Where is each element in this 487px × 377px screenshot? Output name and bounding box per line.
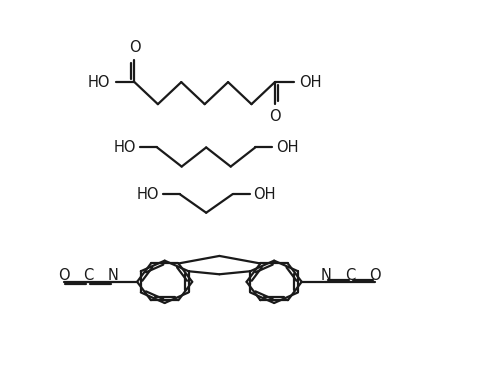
Text: O: O bbox=[129, 40, 140, 55]
Text: HO: HO bbox=[88, 75, 110, 90]
Text: C: C bbox=[83, 268, 93, 283]
Text: O: O bbox=[57, 268, 69, 283]
Text: OH: OH bbox=[253, 187, 276, 202]
Text: O: O bbox=[370, 268, 381, 283]
Text: N: N bbox=[107, 268, 118, 283]
Text: HO: HO bbox=[114, 140, 136, 155]
Text: O: O bbox=[269, 109, 281, 124]
Text: N: N bbox=[321, 268, 332, 283]
Text: HO: HO bbox=[136, 187, 159, 202]
Text: OH: OH bbox=[300, 75, 322, 90]
Text: OH: OH bbox=[276, 140, 299, 155]
Text: C: C bbox=[346, 268, 356, 283]
